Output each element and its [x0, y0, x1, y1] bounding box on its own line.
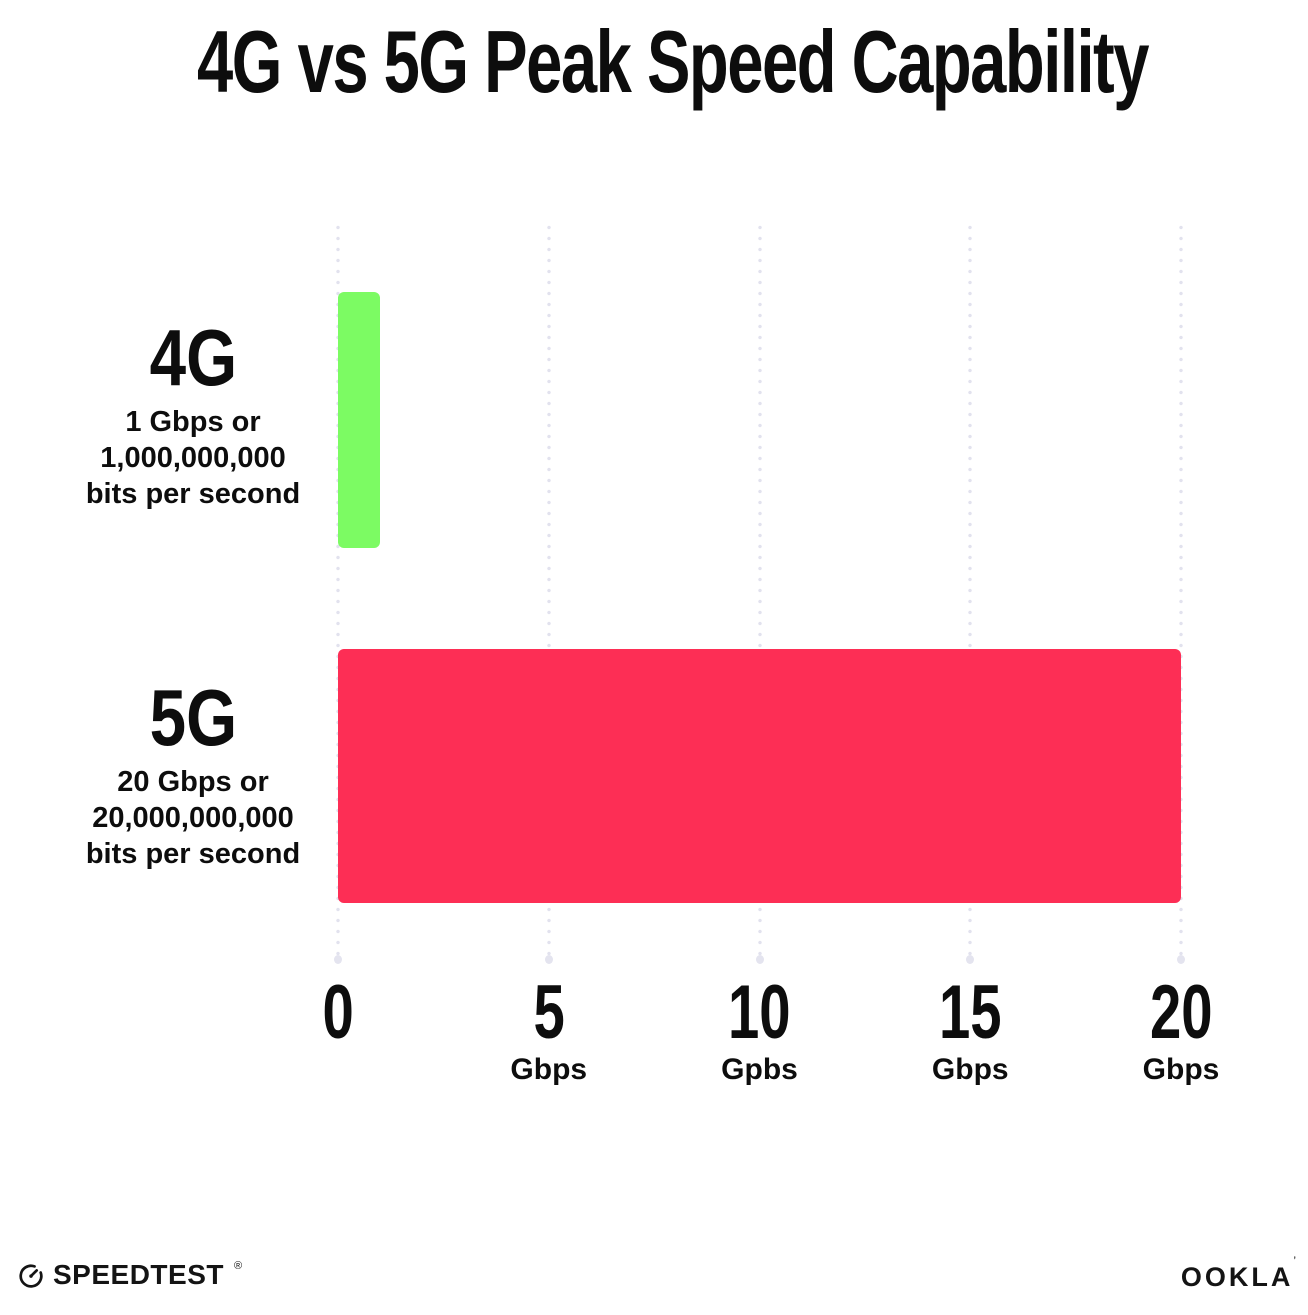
x-tick: 5 Gbps	[469, 975, 629, 1087]
ookla-wordmark: OOKLA	[1180, 1262, 1294, 1292]
row-title-4g: 4G	[149, 313, 237, 402]
x-tick-value: 20	[1149, 970, 1213, 1055]
x-tick-unit: Gbps	[1142, 1053, 1220, 1086]
row-title-5g: 5G	[149, 673, 237, 762]
page-title: 4G vs 5G Peak Speed Capability	[30, 16, 1308, 108]
bar-5g	[338, 649, 1181, 903]
x-tick: 10 Gpbs	[680, 975, 840, 1087]
x-tick-unit: Gpbs	[721, 1053, 798, 1086]
x-tick: 20 Gbps	[1101, 975, 1261, 1087]
ookla-logo: OOKLA’	[1180, 1254, 1296, 1293]
x-tick: 15 Gbps	[890, 975, 1050, 1087]
row-label-5g: 5G 20 Gbps or 20,000,000,000 bits per se…	[38, 678, 348, 872]
gridline	[546, 222, 551, 962]
page-title-text: 4G vs 5G Peak Speed Capability	[197, 12, 1149, 111]
x-tick-value: 0	[322, 970, 354, 1055]
x-tick: 0	[258, 975, 418, 1053]
x-tick-unit: Gbps	[510, 1053, 588, 1086]
row-sublabel-5g-line3: bits per second	[85, 838, 301, 870]
row-sublabel-4g-line1: 1 Gbps or	[125, 406, 261, 438]
x-tick-value: 15	[938, 970, 1002, 1055]
row-sublabel-5g-line2: 20,000,000,000	[92, 802, 294, 834]
x-tick-value: 5	[533, 970, 565, 1055]
gridline	[757, 222, 762, 962]
row-sublabel-5g: 20 Gbps or 20,000,000,000 bits per secon…	[38, 764, 348, 872]
gridline	[1179, 222, 1183, 962]
gridline	[968, 222, 973, 962]
row-label-4g: 4G 1 Gbps or 1,000,000,000 bits per seco…	[38, 318, 348, 512]
speedtest-registered-mark: ®	[233, 1260, 243, 1272]
row-sublabel-4g: 1 Gbps or 1,000,000,000 bits per second	[38, 404, 348, 512]
speedtest-gauge-icon	[18, 1262, 44, 1288]
gridline	[336, 222, 340, 962]
ookla-trademark-mark: ’	[1293, 1254, 1296, 1268]
speedtest-wordmark: SPEEDTEST	[53, 1259, 224, 1290]
row-sublabel-4g-line2: 1,000,000,000	[100, 442, 286, 474]
speedtest-logo: SPEEDTEST ®	[18, 1259, 243, 1291]
bar-4g	[338, 292, 380, 548]
x-tick-unit: Gbps	[931, 1053, 1009, 1086]
row-sublabel-4g-line3: bits per second	[85, 478, 301, 510]
row-sublabel-5g-line1: 20 Gbps or	[117, 766, 269, 798]
x-tick-value: 10	[728, 970, 791, 1055]
